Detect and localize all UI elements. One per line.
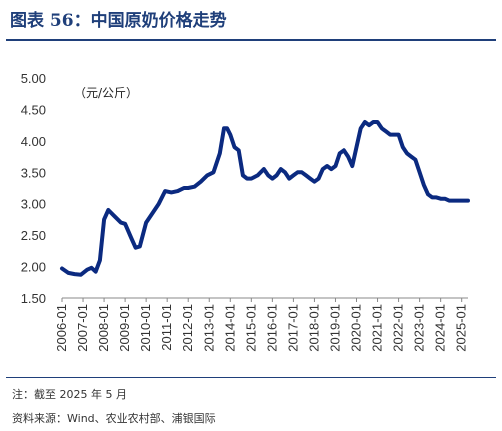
y-tick-label: 3.50 (21, 165, 46, 180)
x-tick-label: 2022-01 (391, 304, 406, 352)
x-tick-label: 2023-01 (412, 304, 427, 352)
title-divider (6, 39, 496, 41)
x-tick-label: 2019-01 (327, 304, 342, 352)
y-tick-label: 4.00 (21, 134, 46, 149)
x-tick-label: 2016-01 (264, 304, 279, 352)
unit-label: （元/公斤） (74, 86, 138, 100)
chart-title: 图表 56：中国原奶价格走势 (10, 11, 227, 31)
footer-divider (6, 377, 496, 378)
y-tick-label: 3.00 (21, 197, 46, 212)
series-line (60, 120, 470, 277)
x-tick-label: 2014-01 (222, 304, 237, 352)
x-tick-label: 2012-01 (180, 304, 195, 352)
footnote: 注：截至 2025 年 5 月 (12, 388, 127, 401)
y-tick-label: 2.50 (21, 228, 46, 243)
x-tick-label: 2009-01 (117, 304, 132, 352)
x-axis-ticks: 2006-01 2007-01 2008-01 2009-01 2010-01 2011-… (54, 304, 469, 352)
x-tick-label: 2010-01 (138, 304, 153, 352)
x-tick-label: 2007-01 (75, 304, 90, 352)
x-tick-label: 2020-01 (349, 304, 364, 352)
source-note: 资料来源：Wind、农业农村部、浦银国际 (12, 412, 216, 425)
x-tick-label: 2013-01 (201, 304, 216, 352)
x-tick-label: 2024-01 (433, 304, 448, 352)
x-tick-label: 2008-01 (96, 304, 111, 352)
y-axis-ticks: 5.00 4.50 4.00 3.50 3.00 2.50 2.00 1.50 (21, 71, 46, 306)
x-axis (61, 297, 468, 302)
x-tick-label: 2017-01 (285, 304, 300, 352)
y-tick-label: 4.50 (21, 102, 46, 117)
x-tick-label: 2011-01 (159, 304, 174, 351)
x-tick-label: 2006-01 (54, 304, 69, 352)
chart-area: 5.00 4.50 4.00 3.50 3.00 2.50 2.00 1.50 2006-01… (21, 71, 470, 352)
x-tick-label: 2021-01 (370, 304, 385, 352)
x-tick-label: 2025-01 (454, 304, 469, 352)
y-tick-label: 2.00 (21, 260, 46, 275)
y-tick-label: 5.00 (21, 71, 46, 86)
y-tick-label: 1.50 (21, 291, 46, 306)
x-tick-label: 2018-01 (306, 304, 321, 352)
x-tick-label: 2015-01 (243, 304, 258, 352)
